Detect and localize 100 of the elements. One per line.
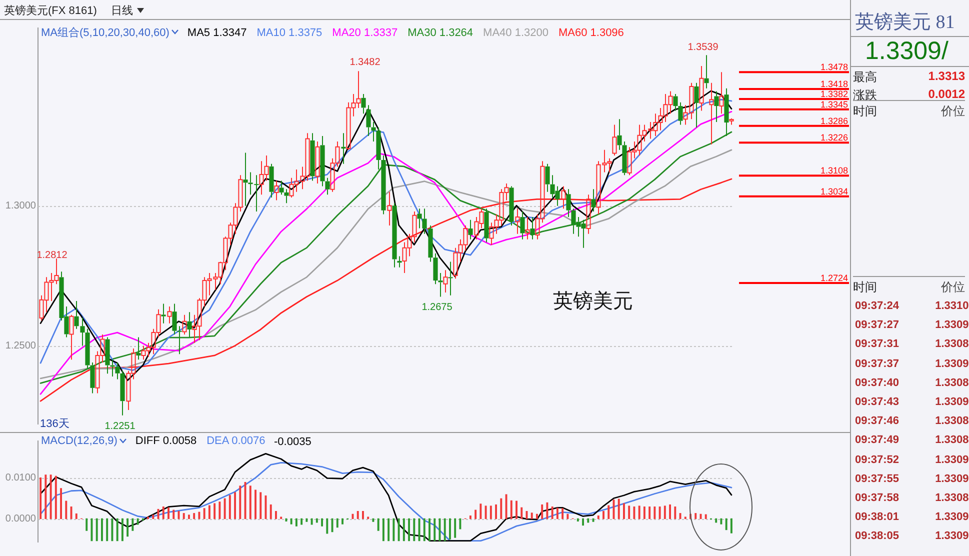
annotation: 1.3539 <box>688 42 719 53</box>
y-tick-label: 0.0000 <box>5 513 36 524</box>
candlestick <box>422 208 427 234</box>
y-tick-label: 0.0100 <box>5 472 36 484</box>
candlestick <box>673 94 678 112</box>
text: 09:37:40 1.3308 <box>855 376 969 389</box>
candlestick <box>243 152 248 206</box>
text: 时间 <box>853 279 877 296</box>
ref-line-label: 1.3345 <box>820 99 848 110</box>
candlestick <box>699 66 704 112</box>
candlestick <box>428 224 433 262</box>
text: 09:37:58 1.3308 <box>855 492 969 504</box>
candlestick <box>320 135 325 187</box>
text: 英镑美元 81 <box>855 10 955 35</box>
candlestick <box>561 186 566 210</box>
candlestick <box>417 208 422 229</box>
text: 09:38:01 1.3309 <box>855 511 969 524</box>
text: 09:37:27 1.3309 <box>855 319 969 332</box>
legend-title: MACD(12,26,9) <box>41 435 118 447</box>
text: 时间 <box>853 103 877 120</box>
annotation: 136天 <box>40 418 70 430</box>
text: 最高 <box>853 69 877 86</box>
candlestick <box>694 82 699 128</box>
annotation: 1.3482 <box>350 56 381 68</box>
candlestick <box>279 180 284 196</box>
candlestick <box>120 370 125 416</box>
text: 09:37:37 1.3309 <box>855 358 969 370</box>
text: MA30 1.3264 <box>408 26 474 38</box>
candlestick <box>484 208 489 243</box>
candlestick <box>448 261 453 296</box>
candlestick <box>468 219 473 240</box>
candlestick <box>341 132 346 164</box>
annotation: 英镑美元 <box>553 290 633 313</box>
ref-line-label: 1.3418 <box>820 78 848 89</box>
candlestick <box>366 104 371 136</box>
text: 0.0012 <box>928 87 965 103</box>
text: 09:37:52 1.3309 <box>855 454 969 466</box>
candlestick <box>704 54 709 89</box>
candlestick <box>74 300 79 330</box>
candlestick <box>387 191 392 226</box>
text: 09:37:55 1.3309 <box>855 472 969 485</box>
candlestick <box>545 163 550 192</box>
candlestick <box>381 155 386 215</box>
candlestick <box>371 121 376 142</box>
annotation: 1.2251 <box>104 420 136 432</box>
candlestick <box>274 180 279 201</box>
candlestick <box>612 124 617 156</box>
candlestick <box>310 132 315 182</box>
candlestick <box>586 194 591 234</box>
candlestick <box>315 141 320 184</box>
candlestick <box>525 216 530 240</box>
text: MA40 1.3200 <box>483 26 548 38</box>
candlestick <box>530 216 535 240</box>
candlestick <box>284 188 289 204</box>
candlestick <box>719 72 724 114</box>
candlestick <box>438 272 443 298</box>
text: DIFF 0.0058 <box>135 435 197 447</box>
candlestick <box>85 328 90 369</box>
candlestick <box>714 90 719 122</box>
candlestick <box>622 141 627 176</box>
text: 09:37:24 1.3310 <box>855 300 969 312</box>
candlestick <box>182 314 187 336</box>
candlestick <box>709 82 714 145</box>
ref-line-label: 1.2724 <box>820 273 848 284</box>
y-tick-label: 1.3000 <box>5 200 36 212</box>
candlestick <box>509 186 514 226</box>
ref-line-label: 1.3108 <box>820 166 848 176</box>
text: MA5 1.3347 <box>187 26 247 38</box>
candlestick <box>443 270 448 294</box>
annotation: 1.2812 <box>36 250 68 261</box>
ref-line-label: 1.3478 <box>820 62 848 72</box>
candlestick <box>361 94 366 114</box>
candlestick <box>515 208 520 234</box>
candlestick <box>172 303 177 336</box>
text: 09:37:31 1.3308 <box>855 338 969 350</box>
text: 09:37:46 1.3308 <box>855 415 969 428</box>
series-label: DEA 0.0076 <box>206 435 266 447</box>
candlestick <box>269 163 274 198</box>
candlestick <box>248 172 253 196</box>
text: MA20 1.3337 <box>332 26 398 38</box>
text: 价位 <box>941 103 965 120</box>
candlestick <box>325 177 330 196</box>
ref-line-label: 1.3286 <box>820 116 848 126</box>
ref-line-label: 1.3034 <box>820 186 848 196</box>
annotation: -0.0035 <box>274 436 312 448</box>
candlestick <box>397 256 402 268</box>
candlestick <box>392 202 397 268</box>
text: 09:38:05 1.3309 <box>855 530 969 542</box>
y-tick-label: 1.2500 <box>5 340 36 352</box>
text: 1.3313 <box>928 69 965 85</box>
candlestick <box>167 306 172 324</box>
candlestick <box>115 362 120 380</box>
candlestick <box>254 174 259 212</box>
candlestick <box>678 102 683 126</box>
candlestick <box>69 314 74 360</box>
text: 价位 <box>941 279 965 296</box>
text: 09:37:43 1.3309 <box>855 396 969 408</box>
chart-subtitle: 日线 <box>110 4 133 18</box>
ref-line-label: 1.3226 <box>820 132 848 143</box>
candlestick <box>177 326 182 355</box>
